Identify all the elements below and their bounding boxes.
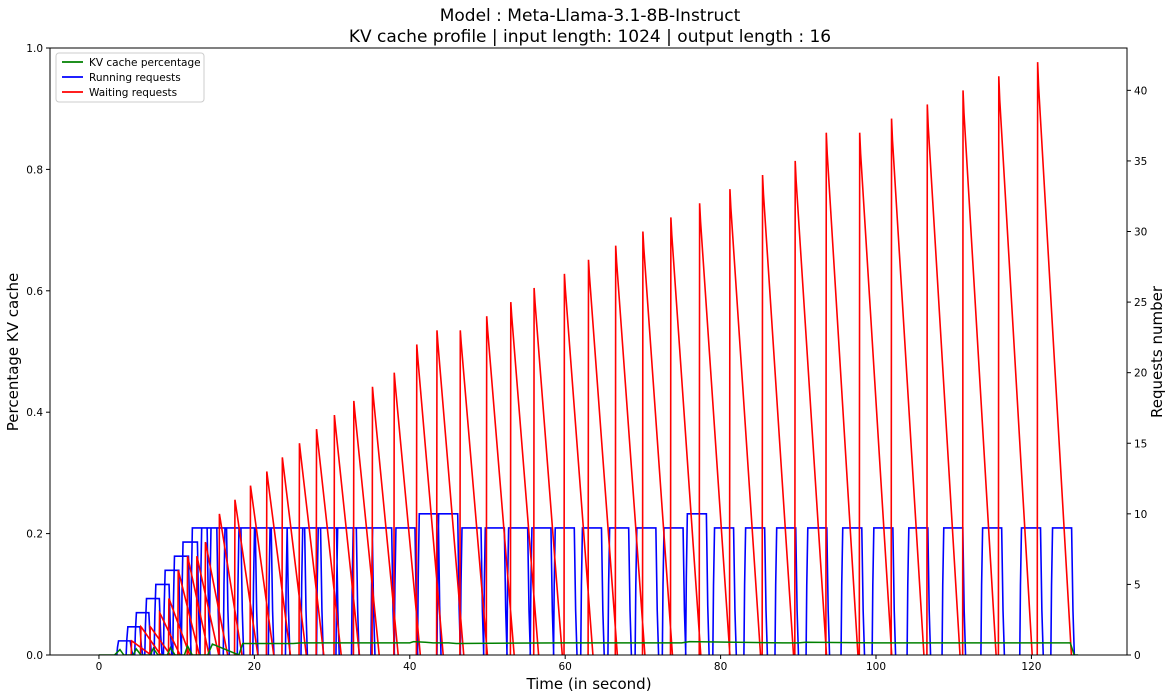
y-right-tick-label: 15 (1134, 438, 1147, 450)
legend-label: Waiting requests (89, 87, 177, 99)
running-requests-series-line (116, 513, 1076, 655)
y-left-tick-label: 0.6 (26, 286, 43, 298)
legend-box (55, 52, 205, 103)
legend-label: Running requests (89, 72, 181, 84)
x-tick-label: 20 (248, 661, 261, 673)
x-axis-label: Time (in second) (525, 675, 651, 693)
plot-frame (49, 47, 1128, 656)
y-axis-label-left: Percentage KV cache (4, 273, 22, 431)
chart-subtitle: KV cache profile | input length: 1024 | … (349, 27, 831, 47)
plot-series-group (98, 62, 1079, 655)
y-right-tick-label: 40 (1134, 85, 1147, 97)
y-axis-label-right: Requests number (1148, 285, 1166, 418)
x-tick-label: 100 (866, 661, 886, 673)
y-right-tick-label: 0 (1134, 650, 1141, 662)
x-tick-label: 60 (559, 661, 572, 673)
y-right-tick-label: 20 (1134, 368, 1147, 380)
chart-title: Model : Meta-Llama-3.1-8B-Instruct KV ca… (349, 6, 831, 47)
plot-area (98, 62, 1079, 655)
y-right-tick-label: 10 (1134, 509, 1147, 521)
axes: 0 20 40 60 80 100 120 0.0 0.2 0.4 0.6 0.8 1.0 0 5 10 15 2… (26, 43, 1147, 673)
y-left-tick-label: 1.0 (26, 43, 43, 55)
x-tick-label: 80 (714, 661, 727, 673)
y-left-tick-label: 0.4 (26, 407, 43, 419)
y-right-tick-label: 5 (1134, 579, 1141, 591)
legend: KV cache percentage Running requests Waiti… (55, 52, 205, 103)
y-left-tick-label: 0.0 (26, 650, 43, 662)
kv-cache-series-line (98, 640, 1079, 655)
chart-title-line: Model : Meta-Llama-3.1-8B-Instruct (440, 6, 741, 26)
y-left-tick-label: 0.8 (26, 164, 43, 176)
x-tick-label: 120 (1021, 661, 1041, 673)
x-tick-label: 40 (403, 661, 416, 673)
legend-label: KV cache percentage (89, 57, 201, 69)
waiting-requests-series-line (130, 62, 1073, 655)
y-left-tick-label: 0.2 (26, 529, 43, 541)
y-right-tick-label: 30 (1134, 227, 1147, 239)
y-right-tick-label: 25 (1134, 297, 1147, 309)
x-tick-label: 0 (96, 661, 103, 673)
y-right-tick-label: 35 (1134, 156, 1147, 168)
